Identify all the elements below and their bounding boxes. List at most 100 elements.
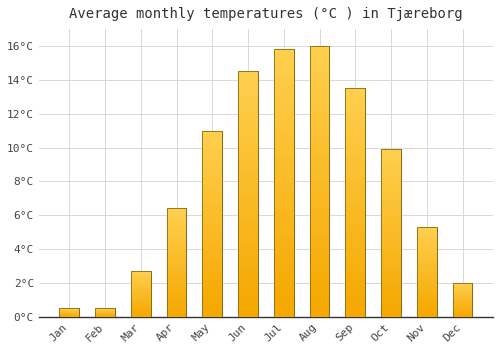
Bar (238, 169, 258, 178)
Bar (131, 280, 150, 282)
Bar (417, 281, 436, 284)
Bar (381, 194, 401, 199)
Bar (131, 283, 150, 285)
Bar (346, 309, 365, 317)
Bar (166, 256, 186, 259)
Bar (202, 261, 222, 267)
Bar (381, 267, 401, 272)
Bar (238, 251, 258, 260)
Bar (238, 284, 258, 292)
Bar (274, 156, 293, 165)
Bar (417, 260, 436, 263)
Bar (238, 120, 258, 129)
Bar (417, 236, 436, 239)
Bar (346, 195, 365, 203)
Bar (417, 314, 436, 317)
Bar (274, 290, 293, 299)
Bar (274, 94, 293, 103)
Bar (202, 168, 222, 174)
Bar (452, 316, 472, 317)
Bar (238, 194, 258, 202)
Bar (310, 262, 330, 272)
Bar (238, 292, 258, 300)
Bar (310, 163, 330, 172)
Bar (238, 161, 258, 169)
Bar (381, 306, 401, 311)
Bar (452, 306, 472, 307)
Bar (381, 311, 401, 317)
Bar (310, 127, 330, 136)
Bar (131, 285, 150, 286)
Bar (274, 263, 293, 272)
Bar (166, 270, 186, 273)
Bar (346, 88, 365, 96)
Bar (60, 308, 79, 317)
Bar (274, 139, 293, 147)
Bar (346, 172, 365, 180)
Bar (346, 271, 365, 279)
Bar (452, 287, 472, 289)
Bar (452, 284, 472, 285)
Bar (346, 119, 365, 126)
Bar (310, 46, 330, 317)
Bar (131, 309, 150, 311)
Bar (274, 49, 293, 58)
Bar (381, 199, 401, 205)
Bar (274, 201, 293, 210)
Bar (381, 160, 401, 166)
Bar (381, 283, 401, 289)
Bar (346, 149, 365, 157)
Bar (452, 285, 472, 286)
Bar (417, 227, 436, 317)
Bar (346, 88, 365, 317)
Bar (274, 245, 293, 254)
Bar (238, 300, 258, 309)
Bar (452, 296, 472, 298)
Bar (274, 165, 293, 174)
Bar (131, 277, 150, 279)
Bar (452, 298, 472, 299)
Bar (131, 304, 150, 306)
Bar (202, 193, 222, 199)
Bar (202, 131, 222, 317)
Bar (310, 100, 330, 109)
Bar (452, 313, 472, 315)
Bar (274, 147, 293, 156)
Bar (381, 172, 401, 177)
Bar (274, 85, 293, 94)
Bar (238, 186, 258, 194)
Bar (202, 292, 222, 298)
Bar (381, 177, 401, 183)
Bar (131, 286, 150, 288)
Bar (166, 248, 186, 252)
Bar (202, 298, 222, 304)
Bar (417, 251, 436, 254)
Bar (417, 293, 436, 296)
Bar (381, 256, 401, 261)
Bar (310, 209, 330, 217)
Bar (417, 248, 436, 251)
Bar (381, 278, 401, 283)
Bar (381, 294, 401, 300)
Bar (452, 307, 472, 308)
Bar (417, 299, 436, 302)
Bar (381, 233, 401, 239)
Bar (238, 219, 258, 227)
Bar (346, 264, 365, 271)
Bar (166, 209, 186, 212)
Bar (166, 219, 186, 223)
Bar (274, 254, 293, 263)
Bar (238, 210, 258, 219)
Bar (202, 131, 222, 137)
Bar (310, 109, 330, 118)
Bar (238, 309, 258, 317)
Bar (346, 164, 365, 172)
Bar (346, 126, 365, 134)
Bar (166, 302, 186, 306)
Bar (417, 302, 436, 305)
Bar (452, 283, 472, 284)
Bar (346, 233, 365, 241)
Bar (417, 275, 436, 278)
Bar (202, 242, 222, 248)
Bar (417, 272, 436, 275)
